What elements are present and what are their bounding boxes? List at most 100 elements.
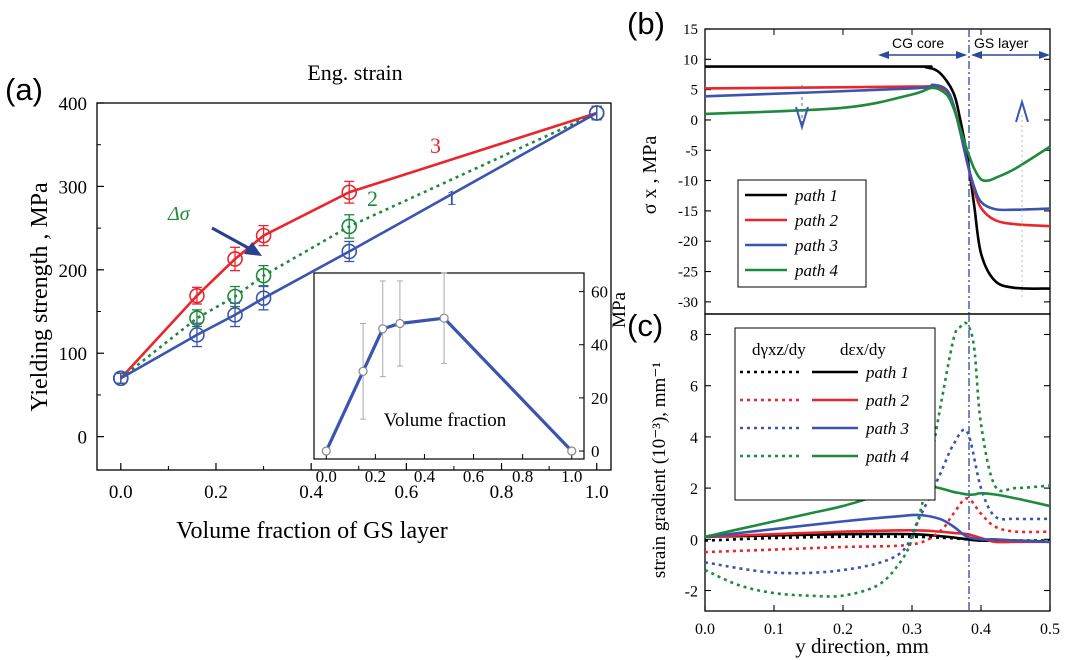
x-tick-label: 0.2 <box>833 621 853 638</box>
data-point <box>341 218 358 235</box>
path-2-dgamma-line <box>704 497 1051 554</box>
data-point <box>189 327 205 343</box>
inset-xlabel: Volume fraction <box>384 410 507 431</box>
y-tick-label: 10 <box>683 52 698 68</box>
up-arrow-marker <box>1015 98 1029 300</box>
cg-core-label: CG core <box>892 35 944 51</box>
x-tick-label: 0.3 <box>902 621 922 638</box>
chart-a-inset: 0.0 0.2 0.4 0.6 0.8 1.0 0 20 40 60 Volume fractio… <box>313 272 630 486</box>
x-tick-label: 1.0 <box>585 482 609 503</box>
x-tick-label: 0.2 <box>204 482 228 503</box>
down-arrow-marker <box>795 85 809 131</box>
gs-layer-arrow <box>971 51 1050 59</box>
y-tick-label: -15 <box>678 204 698 220</box>
y-tick-label: -2 <box>685 584 698 601</box>
delta-sigma-arrow <box>211 226 262 256</box>
chart-c-axes: 0.0 0.1 0.2 0.3 0.4 0.5 8 6 4 2 0 -2 <box>685 327 1060 638</box>
data-point <box>255 290 272 306</box>
x-tick-label: 0.4 <box>299 482 323 503</box>
inset-data-point <box>321 446 331 456</box>
data-point <box>189 287 205 304</box>
curve-label-1: 1 <box>446 185 457 210</box>
data-point <box>341 184 358 201</box>
data-point <box>227 251 243 267</box>
legend-label: path 4 <box>865 447 909 466</box>
legend-header-dgamma: dγxz/dy <box>752 340 806 359</box>
chart-b-axes: 15 10 5 0 -5 -10 -15 -20 -25 -30 <box>678 22 1050 311</box>
data-point <box>227 307 243 323</box>
inset-x-tick-label: 0.8 <box>512 467 533 486</box>
y-tick-label: 0 <box>690 532 698 549</box>
panel-label-c: (c) <box>627 308 663 343</box>
x-tick-label: 0.0 <box>109 482 133 503</box>
data-point <box>255 267 272 284</box>
inset-x-tick-label: 0.0 <box>316 467 337 486</box>
path-2-deps-line <box>704 529 1050 544</box>
chart-c-xlabel: y direction, mm <box>795 634 929 658</box>
legend-label: path 3 <box>794 236 838 255</box>
legend-label: path 4 <box>794 261 838 280</box>
inset-data-point <box>358 366 368 376</box>
chart-a-xlabel: Volume fraction of GS layer <box>176 518 448 544</box>
x-tick-label: 0.0 <box>695 621 715 638</box>
y-tick-label: 300 <box>59 177 88 198</box>
panel-label-a: (a) <box>5 72 43 107</box>
data-point <box>255 227 272 244</box>
y-tick-label: 6 <box>690 379 698 396</box>
chart-a-title: Eng. strain <box>307 60 402 85</box>
data-point <box>112 370 129 387</box>
chart-b: 15 10 5 0 -5 -10 -15 -20 -25 -30 σ x , MPa CG cor… <box>639 22 1051 315</box>
inset-x-tick-label: 0.4 <box>414 467 436 486</box>
inset-x-tick-label: 0.2 <box>365 467 386 486</box>
chart-a-ylabel: Yielding strength , MPa <box>27 182 53 412</box>
data-point <box>588 105 605 121</box>
inset-data-point <box>567 446 577 456</box>
inset-x-tick-label: 1.0 <box>561 467 582 486</box>
inset-data-point <box>378 324 388 334</box>
y-tick-label: -10 <box>678 174 698 190</box>
legend-label: path 1 <box>794 186 838 205</box>
delta-sigma-annotation: Δσ <box>167 203 191 225</box>
panel-label-b: (b) <box>627 6 665 41</box>
y-tick-label: 0 <box>691 113 699 129</box>
chart-c-ylabel: strain gradient (10⁻³), mm⁻¹ <box>649 362 670 578</box>
gs-layer-label: GS layer <box>974 35 1029 51</box>
inset-y-tick-label: 0 <box>591 442 600 461</box>
path-3-dgamma-line <box>704 428 1051 575</box>
chart-c: 0.0 0.1 0.2 0.3 0.4 0.5 8 6 4 2 0 -2 strain gradien… <box>649 313 1060 658</box>
y-tick-label: 0 <box>78 428 88 449</box>
y-tick-label: 100 <box>59 344 88 365</box>
legend-header-deps: dεx/dy <box>840 340 886 359</box>
y-tick-label: 5 <box>691 83 699 99</box>
legend-label: path 2 <box>865 391 909 410</box>
inset-x-tick-label: 0.6 <box>463 467 484 486</box>
x-tick-label: 0.1 <box>764 621 784 638</box>
chart-a-frame <box>96 102 612 471</box>
curve-label-3: 3 <box>430 133 441 158</box>
legend-label: path 3 <box>865 419 909 438</box>
data-point <box>341 243 358 260</box>
y-tick-label: -5 <box>686 143 699 159</box>
inset-ylabel: MPa <box>609 291 630 327</box>
cg-core-arrow <box>878 51 967 59</box>
chart-c-legend: dγxz/dy dεx/dy path 1 path 2 path 3 path 4 <box>734 327 936 501</box>
path-1-line <box>704 65 1051 290</box>
y-tick-label: 200 <box>59 261 88 282</box>
legend-label: path 2 <box>794 211 838 230</box>
curve-label-2: 2 <box>367 186 378 211</box>
y-tick-label: -25 <box>678 265 698 281</box>
y-tick-label: -20 <box>678 234 698 250</box>
x-tick-label: 0.8 <box>490 482 514 503</box>
y-tick-label: 4 <box>690 430 698 447</box>
inset-data-point <box>395 318 405 329</box>
inset-axes: 0.0 0.2 0.4 0.6 0.8 1.0 0 20 40 60 <box>316 283 608 486</box>
y-tick-label: -30 <box>678 295 698 311</box>
y-tick-label: 2 <box>690 481 698 498</box>
x-tick-label: 0.5 <box>1040 621 1060 638</box>
chart-b-ylabel: σ x , MPa <box>639 136 661 215</box>
chart-a: Eng. strain 0.0 0.2 0.4 0.6 0.8 1.00100200300… <box>27 60 630 544</box>
y-tick-label: 400 <box>59 94 88 115</box>
inset-y-tick-label: 60 <box>591 283 608 302</box>
path-4-line <box>704 86 1051 183</box>
